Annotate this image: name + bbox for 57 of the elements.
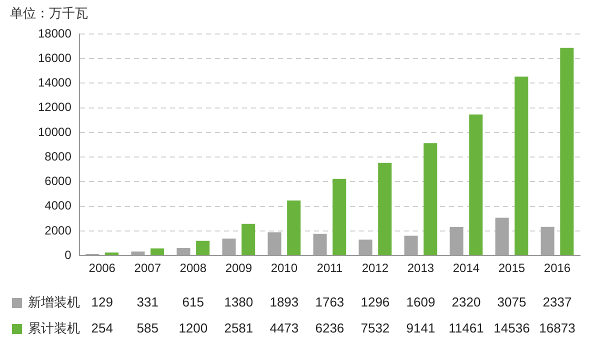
y-tick-label: 12000	[38, 100, 72, 114]
x-tick-label: 2008	[180, 261, 207, 276]
data-label: 7532	[360, 320, 390, 336]
data-label: 9141	[406, 320, 436, 336]
y-tick-label: 18000	[38, 26, 72, 40]
data-label: 585	[136, 320, 158, 336]
bar	[424, 143, 438, 256]
bar	[196, 240, 210, 256]
data-label: 1200	[178, 320, 208, 336]
y-tick-label: 6000	[44, 174, 72, 188]
legend-label: 新增装机	[28, 294, 80, 310]
data-label: 1380	[224, 294, 254, 310]
data-label: 331	[136, 294, 158, 310]
x-tick-label: 2012	[362, 261, 389, 276]
bar	[242, 224, 256, 256]
data-label: 1763	[315, 294, 344, 310]
data-label: 254	[91, 320, 113, 336]
bar	[469, 114, 483, 256]
legend-label: 累计装机	[28, 320, 80, 336]
data-label: 2337	[542, 294, 572, 310]
data-label: 16873	[539, 320, 576, 336]
x-tick-label: 2009	[225, 261, 252, 276]
y-axis-title: 单位：万千瓦	[10, 6, 88, 21]
data-label: 14536	[494, 320, 530, 336]
bar	[378, 162, 392, 256]
y-tick-label: 2000	[44, 223, 72, 238]
bar	[514, 76, 528, 256]
y-tick-label: 0	[64, 248, 72, 262]
y-tick-label: 10000	[38, 124, 72, 139]
data-label: 615	[182, 294, 204, 310]
data-label: 4473	[270, 320, 299, 336]
bar	[560, 48, 574, 256]
y-tick-label: 4000	[44, 198, 72, 213]
x-tick-label: 2007	[134, 261, 162, 276]
bar	[150, 248, 164, 256]
x-tick-label: 2010	[270, 261, 298, 276]
x-tick-label: 2011	[316, 261, 343, 276]
bar	[332, 178, 346, 256]
data-label: 2581	[224, 320, 254, 336]
bar	[105, 252, 119, 256]
x-tick-label: 2015	[498, 261, 526, 276]
data-label: 1609	[406, 294, 436, 310]
y-tick-label: 8000	[44, 149, 72, 164]
data-label: 1893	[270, 294, 299, 310]
y-tick-label: 14000	[38, 76, 72, 90]
x-tick-label: 2014	[452, 261, 480, 276]
data-label: 6236	[315, 320, 344, 336]
data-label: 1296	[360, 294, 390, 310]
bar	[287, 200, 301, 256]
data-label: 3075	[497, 294, 526, 310]
data-label: 129	[91, 294, 113, 310]
data-label: 2320	[452, 294, 481, 310]
x-tick-label: 2006	[88, 261, 116, 276]
x-tick-label: 2016	[544, 261, 571, 276]
x-tick-label: 2013	[407, 261, 434, 276]
y-tick-label: 16000	[38, 50, 72, 65]
data-label: 11461	[448, 320, 484, 336]
